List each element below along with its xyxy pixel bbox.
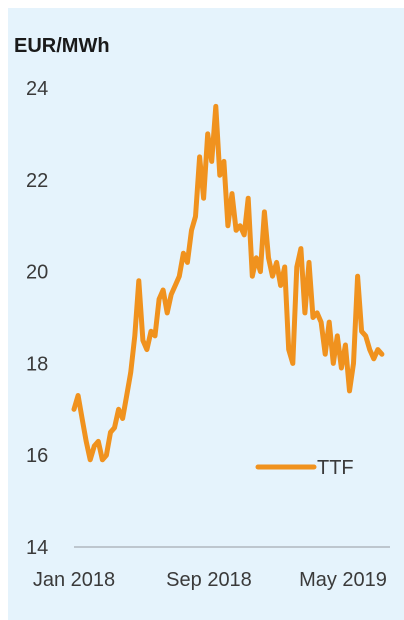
y-tick-label: 20 <box>26 262 48 284</box>
x-tick-labels: Jan 2018 Sep 2018 May 2019 <box>33 569 387 591</box>
series-line-ttf <box>71 103 385 463</box>
y-tick-label: 18 <box>26 353 48 375</box>
y-tick-label: 16 <box>26 445 48 467</box>
y-tick-label: 22 <box>26 170 48 192</box>
x-tick-label: May 2019 <box>299 569 387 591</box>
y-tick-label: 24 <box>26 78 48 100</box>
y-tick-labels: 14 16 18 20 22 24 <box>26 78 48 559</box>
x-tick-label: Sep 2018 <box>166 569 252 591</box>
legend: TTF <box>255 457 354 479</box>
chart-panel <box>8 8 404 620</box>
unit-label: EUR/MWh <box>14 35 110 57</box>
x-tick-label: Jan 2018 <box>33 569 115 591</box>
y-tick-label: 14 <box>26 537 48 559</box>
legend-label-ttf: TTF <box>317 457 354 479</box>
